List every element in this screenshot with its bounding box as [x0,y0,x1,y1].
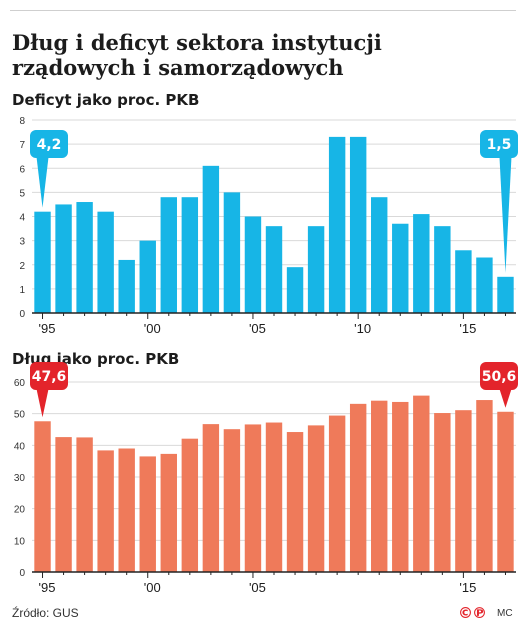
top-rule [10,10,516,11]
y-tick-label: 50 [14,410,26,421]
y-tick-label: 10 [14,536,26,547]
y-tick-label: 2 [19,261,25,272]
chart-title: Dług i deficyt sektora instytucji rządow… [12,30,382,80]
callout-label: 50,6 [482,369,517,385]
x-tick-label: '05 [249,321,266,336]
callout-box [30,362,68,390]
y-tick-label: 1 [19,285,25,296]
bar [160,197,177,313]
y-tick-label: 0 [19,568,25,579]
bar [265,422,283,572]
y-tick-label: 7 [19,140,25,151]
bar [413,395,430,572]
callout-label: 4,2 [37,137,62,153]
callout-label: 47,6 [32,369,67,385]
bar [455,250,472,313]
bar [76,437,93,572]
x-tick-label: '15 [459,580,476,595]
bar [55,437,72,572]
y-tick-label: 6 [19,164,25,175]
bar [413,214,430,313]
bar [223,192,241,313]
bar [139,456,156,572]
callout-pointer [499,389,512,408]
bar [455,410,472,572]
bar [34,211,51,313]
x-tick-label: '95 [39,321,56,336]
bar [328,415,346,572]
x-tick-label: '10 [354,321,371,336]
bar [139,240,156,313]
x-tick-label: '00 [144,580,161,595]
bar [76,202,93,313]
publisher-logo: ©℗ [458,604,487,622]
bar [118,259,135,313]
callout-box [30,130,68,158]
y-tick-label: 40 [14,441,26,452]
callout-pointer [36,389,49,418]
bar [34,421,51,572]
y-tick-label: 20 [14,505,26,516]
x-tick-label: '05 [249,580,266,595]
bar [497,411,514,572]
bar [434,226,451,313]
bar [476,400,493,572]
x-tick-label: '15 [459,321,476,336]
bar [371,197,388,313]
y-tick-label: 4 [19,213,25,224]
callout-box [480,362,518,390]
deficit-chart-title: Deficyt jako proc. PKB [12,91,200,109]
callout-pointer [499,157,512,273]
bar [223,429,241,572]
bar [476,257,493,313]
bar [202,165,220,313]
source-note: Źródło: GUS [12,606,79,620]
bar [97,450,114,572]
bar [202,424,220,572]
y-tick-label: 0 [19,309,25,320]
y-tick-label: 30 [14,473,26,484]
bar [244,424,262,572]
callout-label: 1,5 [487,137,512,153]
bar [307,425,325,572]
bar [328,136,346,313]
bar [265,226,283,313]
callout-pointer [36,157,49,208]
bar [349,136,367,313]
y-tick-label: 3 [19,237,25,248]
y-tick-label: 8 [19,116,25,127]
bar [286,267,304,313]
bar [349,403,367,572]
callout-box [480,130,518,158]
x-tick-label: '95 [39,580,56,595]
bar [392,223,409,313]
bar [97,211,114,313]
bar [307,226,325,313]
bar [181,438,199,572]
bar [244,216,262,313]
bar [286,432,304,572]
x-tick-label: '00 [144,321,161,336]
bar [160,453,177,572]
bar [55,204,72,313]
bar [118,448,135,572]
bar [371,400,388,572]
deficit-bar-chart: 0 1 2 3 4 5 6 7 8 '95 '00 '05 '10 '15 4,2 1,5 [19,116,518,336]
bar [392,401,409,572]
bar [434,413,451,572]
y-tick-label: 5 [19,188,25,199]
y-tick-label: 60 [14,378,26,389]
author-initials: MC [497,608,513,619]
bar [181,197,199,313]
bar [497,276,514,313]
